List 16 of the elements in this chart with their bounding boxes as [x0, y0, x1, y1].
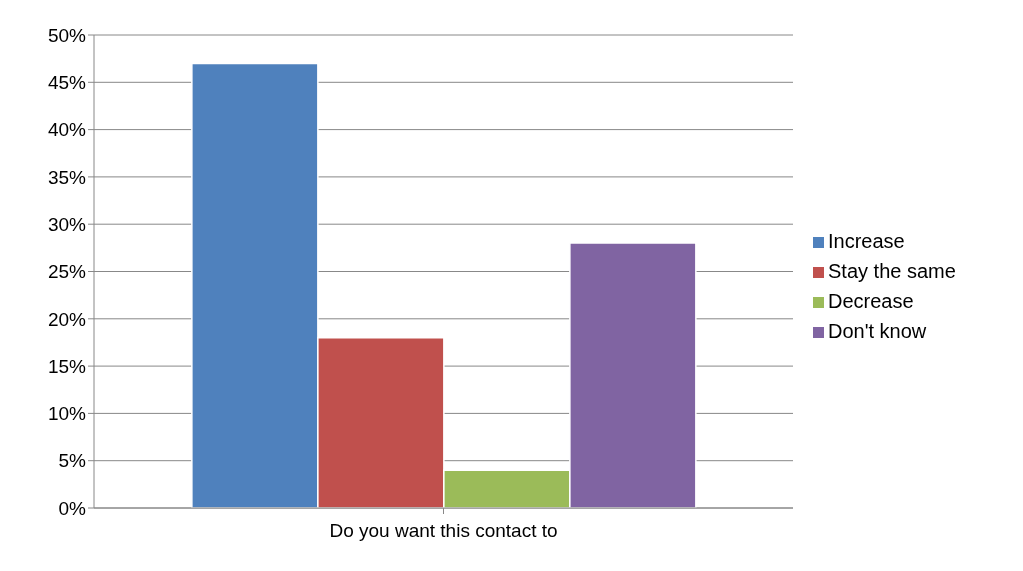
y-tick-label: 50% — [47, 24, 87, 46]
y-tick-label: 0% — [58, 497, 87, 519]
y-tick-label: 35% — [47, 166, 87, 188]
legend-label: Don't know — [828, 319, 927, 342]
y-tick-label: 15% — [47, 355, 87, 377]
y-tick-label: 10% — [47, 403, 87, 425]
y-tick-label: 45% — [47, 72, 87, 94]
y-tick-label: 20% — [47, 308, 87, 330]
legend-label: Stay the same — [828, 259, 956, 282]
y-tick-label: 5% — [58, 450, 87, 472]
x-tick-label: Do you want this contact to — [329, 520, 558, 542]
y-tick-label: 40% — [47, 119, 87, 141]
y-tick-label: 25% — [47, 261, 87, 283]
legend-label: Decrease — [828, 289, 914, 312]
legend-label: Increase — [828, 229, 905, 252]
y-tick-label: 30% — [47, 213, 87, 235]
